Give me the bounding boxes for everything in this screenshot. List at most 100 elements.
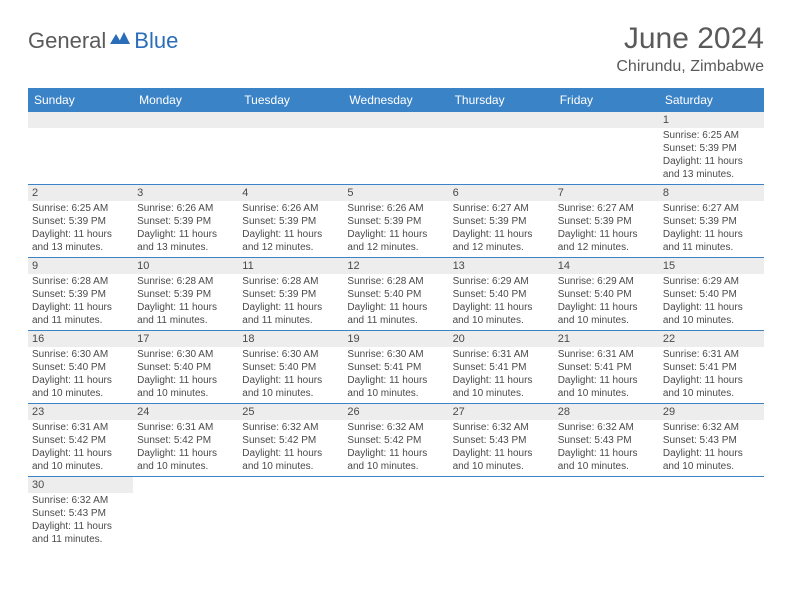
sunrise-text: Sunrise: 6:25 AM: [663, 129, 760, 142]
sunrise-text: Sunrise: 6:30 AM: [137, 348, 234, 361]
weekday-header: Tuesday: [238, 88, 343, 112]
day-details: Sunrise: 6:26 AMSunset: 5:39 PMDaylight:…: [238, 201, 343, 257]
day-details: Sunrise: 6:32 AMSunset: 5:43 PMDaylight:…: [28, 493, 133, 549]
sunrise-text: Sunrise: 6:26 AM: [242, 202, 339, 215]
week-row: 9Sunrise: 6:28 AMSunset: 5:39 PMDaylight…: [28, 258, 764, 331]
sunrise-text: Sunrise: 6:32 AM: [347, 421, 444, 434]
day-details: Sunrise: 6:32 AMSunset: 5:43 PMDaylight:…: [659, 420, 764, 476]
sunset-text: Sunset: 5:43 PM: [663, 434, 760, 447]
sunset-text: Sunset: 5:39 PM: [242, 288, 339, 301]
day-details: Sunrise: 6:31 AMSunset: 5:41 PMDaylight:…: [554, 347, 659, 403]
sunrise-text: Sunrise: 6:31 AM: [558, 348, 655, 361]
sunrise-text: Sunrise: 6:31 AM: [663, 348, 760, 361]
day-cell: 26Sunrise: 6:32 AMSunset: 5:42 PMDayligh…: [343, 404, 448, 476]
day-details: Sunrise: 6:31 AMSunset: 5:42 PMDaylight:…: [28, 420, 133, 476]
day-details: Sunrise: 6:31 AMSunset: 5:42 PMDaylight:…: [133, 420, 238, 476]
day-details: Sunrise: 6:30 AMSunset: 5:40 PMDaylight:…: [28, 347, 133, 403]
sunset-text: Sunset: 5:39 PM: [663, 215, 760, 228]
day-cell: [659, 477, 764, 549]
daylight-text: Daylight: 11 hours and 10 minutes.: [453, 301, 550, 327]
day-details: Sunrise: 6:32 AMSunset: 5:42 PMDaylight:…: [343, 420, 448, 476]
day-details: Sunrise: 6:31 AMSunset: 5:41 PMDaylight:…: [449, 347, 554, 403]
sunset-text: Sunset: 5:39 PM: [137, 215, 234, 228]
daylight-text: Daylight: 11 hours and 11 minutes.: [347, 301, 444, 327]
sunrise-text: Sunrise: 6:29 AM: [453, 275, 550, 288]
day-cell: 1Sunrise: 6:25 AMSunset: 5:39 PMDaylight…: [659, 112, 764, 184]
daylight-text: Daylight: 11 hours and 10 minutes.: [242, 374, 339, 400]
sunrise-text: Sunrise: 6:29 AM: [663, 275, 760, 288]
day-details: Sunrise: 6:30 AMSunset: 5:40 PMDaylight:…: [238, 347, 343, 403]
day-number: [133, 477, 238, 493]
sunset-text: Sunset: 5:42 PM: [32, 434, 129, 447]
week-row: 2Sunrise: 6:25 AMSunset: 5:39 PMDaylight…: [28, 185, 764, 258]
week-row: 30Sunrise: 6:32 AMSunset: 5:43 PMDayligh…: [28, 477, 764, 549]
day-cell: 9Sunrise: 6:28 AMSunset: 5:39 PMDaylight…: [28, 258, 133, 330]
day-details: Sunrise: 6:31 AMSunset: 5:41 PMDaylight:…: [659, 347, 764, 403]
sunset-text: Sunset: 5:39 PM: [558, 215, 655, 228]
day-details: Sunrise: 6:25 AMSunset: 5:39 PMDaylight:…: [659, 128, 764, 184]
day-details: Sunrise: 6:29 AMSunset: 5:40 PMDaylight:…: [554, 274, 659, 330]
day-cell: 12Sunrise: 6:28 AMSunset: 5:40 PMDayligh…: [343, 258, 448, 330]
day-details: [554, 493, 659, 543]
day-number: 19: [343, 331, 448, 347]
day-cell: 29Sunrise: 6:32 AMSunset: 5:43 PMDayligh…: [659, 404, 764, 476]
title-block: June 2024 Chirundu, Zimbabwe: [616, 22, 764, 76]
day-cell: 16Sunrise: 6:30 AMSunset: 5:40 PMDayligh…: [28, 331, 133, 403]
daylight-text: Daylight: 11 hours and 10 minutes.: [347, 447, 444, 473]
day-details: Sunrise: 6:30 AMSunset: 5:41 PMDaylight:…: [343, 347, 448, 403]
day-number: 6: [449, 185, 554, 201]
week-row: 23Sunrise: 6:31 AMSunset: 5:42 PMDayligh…: [28, 404, 764, 477]
day-details: [449, 128, 554, 178]
day-cell: [343, 477, 448, 549]
day-number: 26: [343, 404, 448, 420]
sunrise-text: Sunrise: 6:32 AM: [242, 421, 339, 434]
sunset-text: Sunset: 5:43 PM: [32, 507, 129, 520]
day-number: [133, 112, 238, 128]
day-cell: 4Sunrise: 6:26 AMSunset: 5:39 PMDaylight…: [238, 185, 343, 257]
day-cell: [238, 112, 343, 184]
day-cell: 19Sunrise: 6:30 AMSunset: 5:41 PMDayligh…: [343, 331, 448, 403]
day-details: [133, 493, 238, 543]
day-details: [659, 493, 764, 543]
daylight-text: Daylight: 11 hours and 13 minutes.: [663, 155, 760, 181]
daylight-text: Daylight: 11 hours and 11 minutes.: [242, 301, 339, 327]
daylight-text: Daylight: 11 hours and 10 minutes.: [453, 374, 550, 400]
sunrise-text: Sunrise: 6:32 AM: [453, 421, 550, 434]
weekday-header: Friday: [554, 88, 659, 112]
sunset-text: Sunset: 5:42 PM: [137, 434, 234, 447]
day-number: [343, 112, 448, 128]
day-number: 22: [659, 331, 764, 347]
sunrise-text: Sunrise: 6:27 AM: [558, 202, 655, 215]
day-cell: 27Sunrise: 6:32 AMSunset: 5:43 PMDayligh…: [449, 404, 554, 476]
week-row: 16Sunrise: 6:30 AMSunset: 5:40 PMDayligh…: [28, 331, 764, 404]
sunset-text: Sunset: 5:40 PM: [242, 361, 339, 374]
day-cell: 23Sunrise: 6:31 AMSunset: 5:42 PMDayligh…: [28, 404, 133, 476]
day-cell: [554, 477, 659, 549]
sunrise-text: Sunrise: 6:27 AM: [453, 202, 550, 215]
day-details: Sunrise: 6:32 AMSunset: 5:43 PMDaylight:…: [554, 420, 659, 476]
sunset-text: Sunset: 5:39 PM: [242, 215, 339, 228]
sunset-text: Sunset: 5:40 PM: [347, 288, 444, 301]
day-number: [659, 477, 764, 493]
day-details: Sunrise: 6:28 AMSunset: 5:39 PMDaylight:…: [28, 274, 133, 330]
day-cell: [343, 112, 448, 184]
page-header: General Blue June 2024 Chirundu, Zimbabw…: [28, 22, 764, 76]
daylight-text: Daylight: 11 hours and 10 minutes.: [32, 447, 129, 473]
day-details: Sunrise: 6:26 AMSunset: 5:39 PMDaylight:…: [133, 201, 238, 257]
sunset-text: Sunset: 5:41 PM: [347, 361, 444, 374]
day-cell: 28Sunrise: 6:32 AMSunset: 5:43 PMDayligh…: [554, 404, 659, 476]
daylight-text: Daylight: 11 hours and 10 minutes.: [663, 301, 760, 327]
sunset-text: Sunset: 5:42 PM: [347, 434, 444, 447]
sunrise-text: Sunrise: 6:27 AM: [663, 202, 760, 215]
daylight-text: Daylight: 11 hours and 11 minutes.: [32, 520, 129, 546]
day-details: [28, 128, 133, 178]
brand-logo: General Blue: [28, 28, 178, 54]
day-number: 21: [554, 331, 659, 347]
day-details: Sunrise: 6:30 AMSunset: 5:40 PMDaylight:…: [133, 347, 238, 403]
day-number: 17: [133, 331, 238, 347]
sunrise-text: Sunrise: 6:31 AM: [32, 421, 129, 434]
day-number: 23: [28, 404, 133, 420]
day-details: Sunrise: 6:32 AMSunset: 5:43 PMDaylight:…: [449, 420, 554, 476]
daylight-text: Daylight: 11 hours and 13 minutes.: [32, 228, 129, 254]
day-number: 12: [343, 258, 448, 274]
